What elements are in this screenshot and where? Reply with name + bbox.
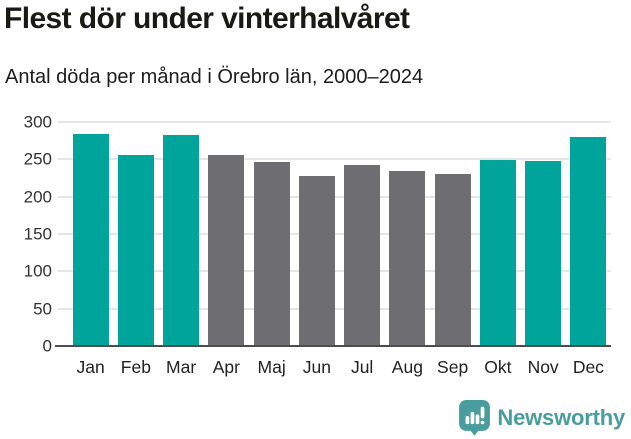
bar-slot-apr <box>204 122 249 346</box>
x-tick-label-jul: Jul <box>350 357 374 377</box>
chart-title: Flest dör under vinterhalvåret <box>4 2 410 35</box>
chart-subtitle: Antal döda per månad i Örebro län, 2000–… <box>5 66 424 88</box>
bar-maj <box>253 162 290 346</box>
x-tick-label-sep: Sep <box>437 357 469 377</box>
bar-slot-mar <box>159 122 204 346</box>
y-axis: 0 50 100 150 200 250 300 <box>0 114 62 355</box>
x-tick-label-jan: Jan <box>76 357 105 377</box>
bar-apr <box>208 154 245 346</box>
y-tick-label: 50 <box>33 299 52 319</box>
x-axis-labels: Jan Feb Mar Apr Maj Jun Jul Aug Sep Okt Nov Dec <box>62 357 611 378</box>
bar-slot-jun <box>294 122 339 346</box>
bar-sep <box>434 173 471 346</box>
x-tick-label-okt: Okt <box>484 357 512 377</box>
plot-area <box>55 121 611 347</box>
bar-chart: 0 50 100 150 200 250 300 Jan Feb Mar Apr Maj Jun Jul… <box>0 113 611 378</box>
y-tick-label: 150 <box>23 224 52 244</box>
x-tick-label-nov: Nov <box>527 357 559 377</box>
newsworthy-logo: Newsworthy <box>459 400 625 436</box>
newsworthy-logo-icon <box>459 400 491 436</box>
bar-dec <box>570 136 607 346</box>
y-tick-label: 0 <box>42 336 52 356</box>
bar-nov <box>525 160 562 346</box>
bar-jun <box>298 175 335 346</box>
x-axis-line <box>55 345 611 347</box>
newsworthy-logo-text: Newsworthy <box>497 405 625 430</box>
bar-slot-aug <box>385 122 430 346</box>
x-tick-label-apr: Apr <box>212 357 240 377</box>
x-tick-label-jun: Jun <box>302 357 331 377</box>
bar-slot-nov <box>521 122 566 346</box>
y-tick-label: 300 <box>23 112 52 132</box>
gridline <box>58 121 611 123</box>
bar-mar <box>163 134 200 346</box>
x-tick-label-feb: Feb <box>120 357 151 377</box>
y-tick-label: 100 <box>23 261 52 281</box>
bar-slot-maj <box>249 122 294 346</box>
x-tick-label-aug: Aug <box>391 357 423 377</box>
bar-okt <box>479 160 516 346</box>
x-tick-label-dec: Dec <box>572 357 604 377</box>
gridline <box>58 158 611 161</box>
bar-jul <box>344 165 381 346</box>
bar-feb <box>117 154 154 346</box>
bar-slot-jan <box>68 122 113 346</box>
bar-slot-dec <box>566 122 611 346</box>
x-tick-label-maj: Maj <box>257 357 286 377</box>
x-tick-label-mar: Mar <box>166 357 197 377</box>
bar-jan <box>72 133 109 346</box>
bar-aug <box>389 170 426 346</box>
bar-slot-okt <box>475 122 520 346</box>
y-tick-label: 250 <box>23 149 52 169</box>
bar-slot-feb <box>113 122 158 346</box>
bar-slot-sep <box>430 122 475 346</box>
y-tick-label: 200 <box>23 187 52 207</box>
bar-slot-jul <box>340 122 385 346</box>
bars-group <box>62 122 611 346</box>
